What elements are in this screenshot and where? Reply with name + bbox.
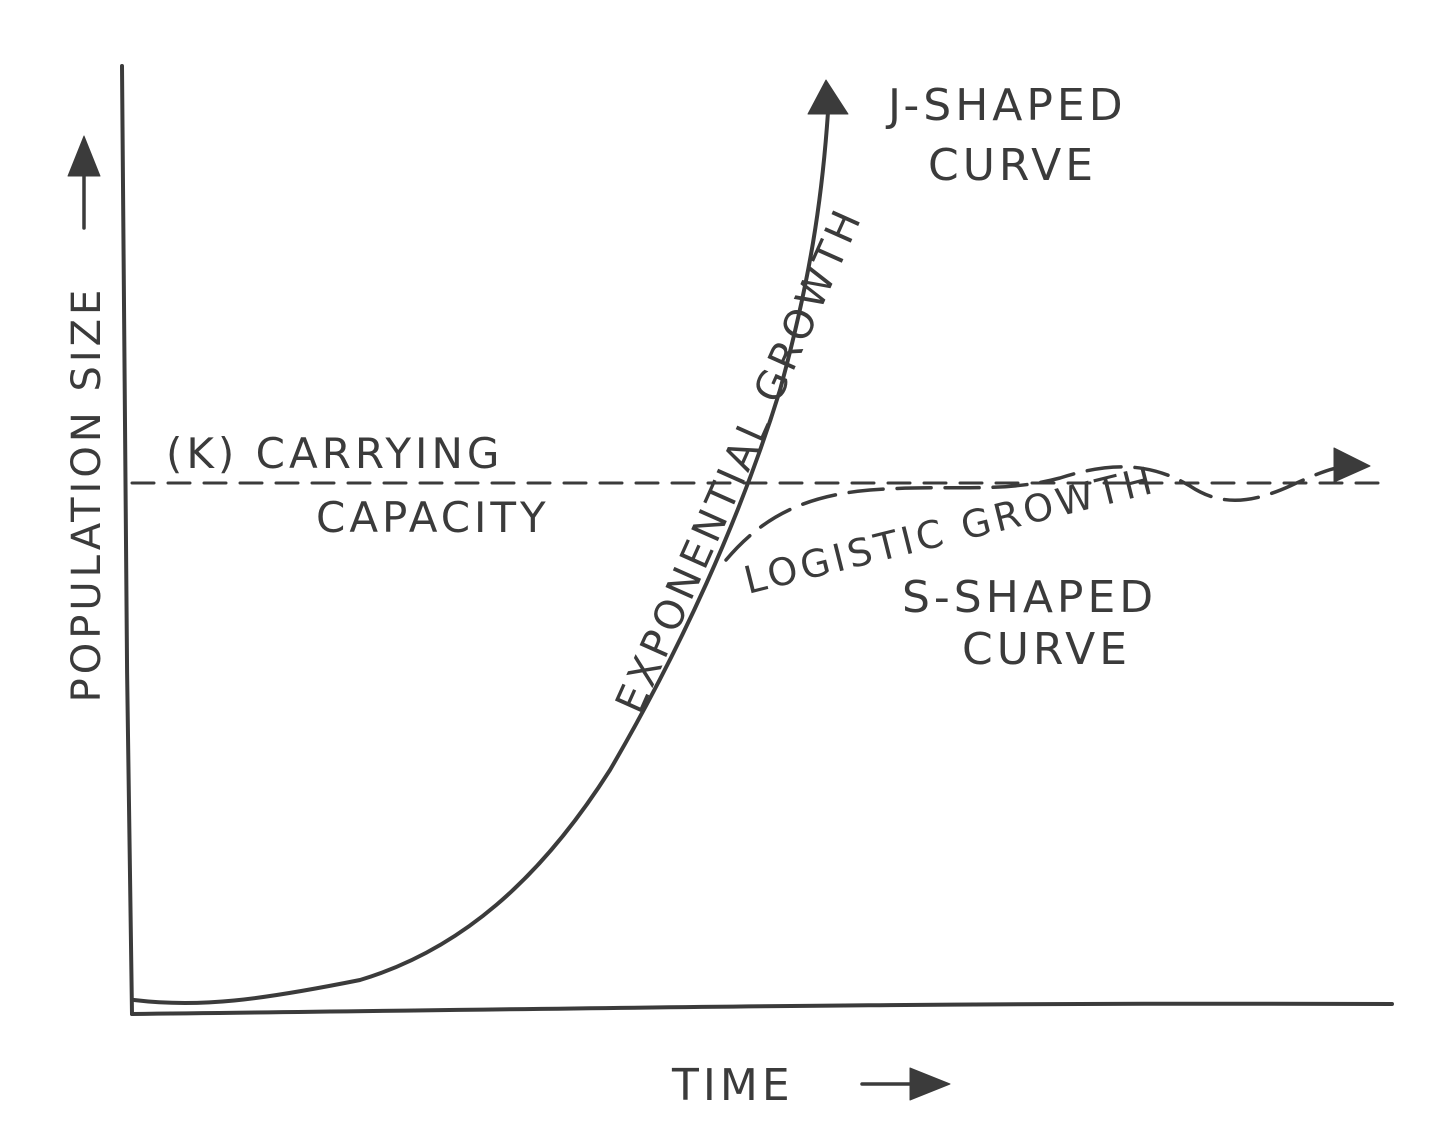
- x-axis-label: TIME: [671, 1060, 794, 1111]
- j-shaped-curve-label-line2: CURVE: [928, 140, 1097, 191]
- y-axis-arrowhead: [67, 135, 101, 177]
- y-axis-label: POPULATION SIZE: [64, 286, 110, 703]
- carrying-capacity-label-line1: (K) CARRYING: [166, 429, 503, 478]
- exponential-growth-label: EXPONENTIAL GROWTH: [607, 200, 872, 720]
- logistic-growth-curve: [724, 464, 1352, 562]
- j-shaped-curve-label-line1: J-SHAPED: [885, 80, 1127, 131]
- x-axis: [130, 1001, 1394, 1016]
- y-axis: [120, 64, 134, 1016]
- s-shaped-curve-label-line2: CURVE: [962, 624, 1131, 675]
- s-shaped-curve-label-line1: S-SHAPED: [902, 572, 1157, 623]
- exponential-growth-arrowhead: [807, 79, 849, 115]
- exponential-growth-curve: [132, 110, 830, 1006]
- logistic-growth-arrowhead: [1333, 447, 1371, 483]
- x-axis-arrowhead: [909, 1067, 951, 1101]
- carrying-capacity-label-line2: CAPACITY: [316, 493, 550, 542]
